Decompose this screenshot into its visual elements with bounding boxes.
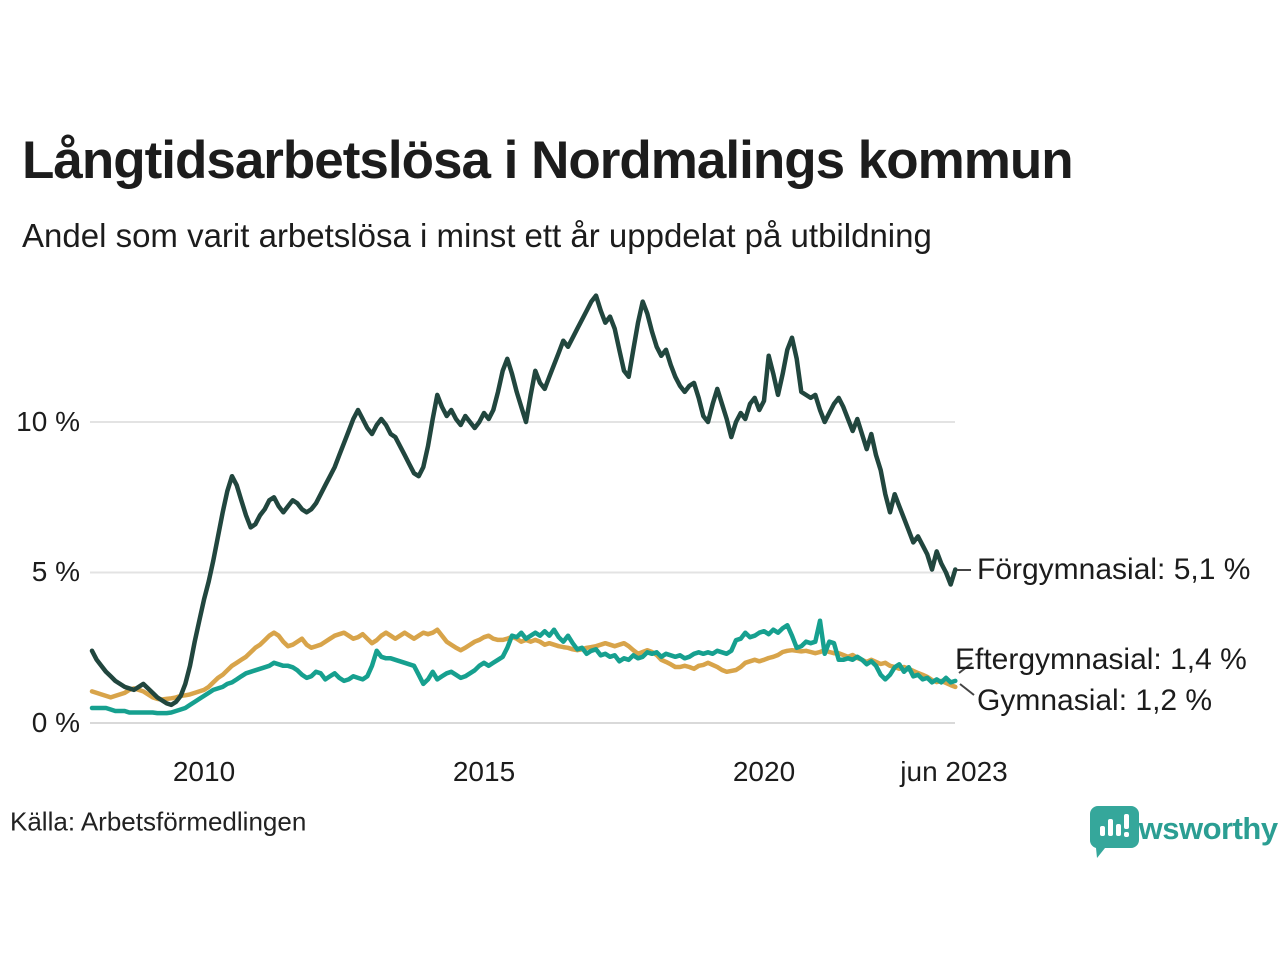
x-tick-2020: 2020	[732, 756, 796, 787]
page-title: Långtidsarbetslösa i Nordmalings kommun	[22, 131, 1074, 190]
line-gymnasial	[89, 627, 958, 702]
gridlines	[90, 421, 955, 724]
y-tick-5: 5 %	[31, 556, 80, 587]
y-tick-10: 10 %	[16, 406, 80, 437]
label-connector-lines	[957, 569, 975, 696]
page-subtitle: Andel som varit arbetslösa i minst ett å…	[22, 217, 932, 254]
newsworthy-brand: Newsworthy	[1088, 804, 1278, 860]
x-tick-2015: 2015	[452, 756, 516, 787]
line-forgymnasial	[89, 293, 958, 708]
x-tick-jun2023: jun 2023	[900, 756, 1008, 787]
end-label-forgymnasial: Förgymnasial: 5,1 %	[977, 553, 1251, 586]
end-label-gymnasial: Gymnasial: 1,2 %	[977, 684, 1213, 717]
y-tick-0: 0 %	[31, 707, 80, 738]
line-eftergymnasial	[89, 618, 958, 716]
end-label-eftergymnasial: Eftergymnasial: 1,4 %	[955, 643, 1247, 676]
source-note: Källa: Arbetsförmedlingen	[10, 806, 307, 837]
bar-chart-speech-bubble-icon	[1089, 806, 1139, 858]
x-tick-2010: 2010	[172, 756, 236, 787]
